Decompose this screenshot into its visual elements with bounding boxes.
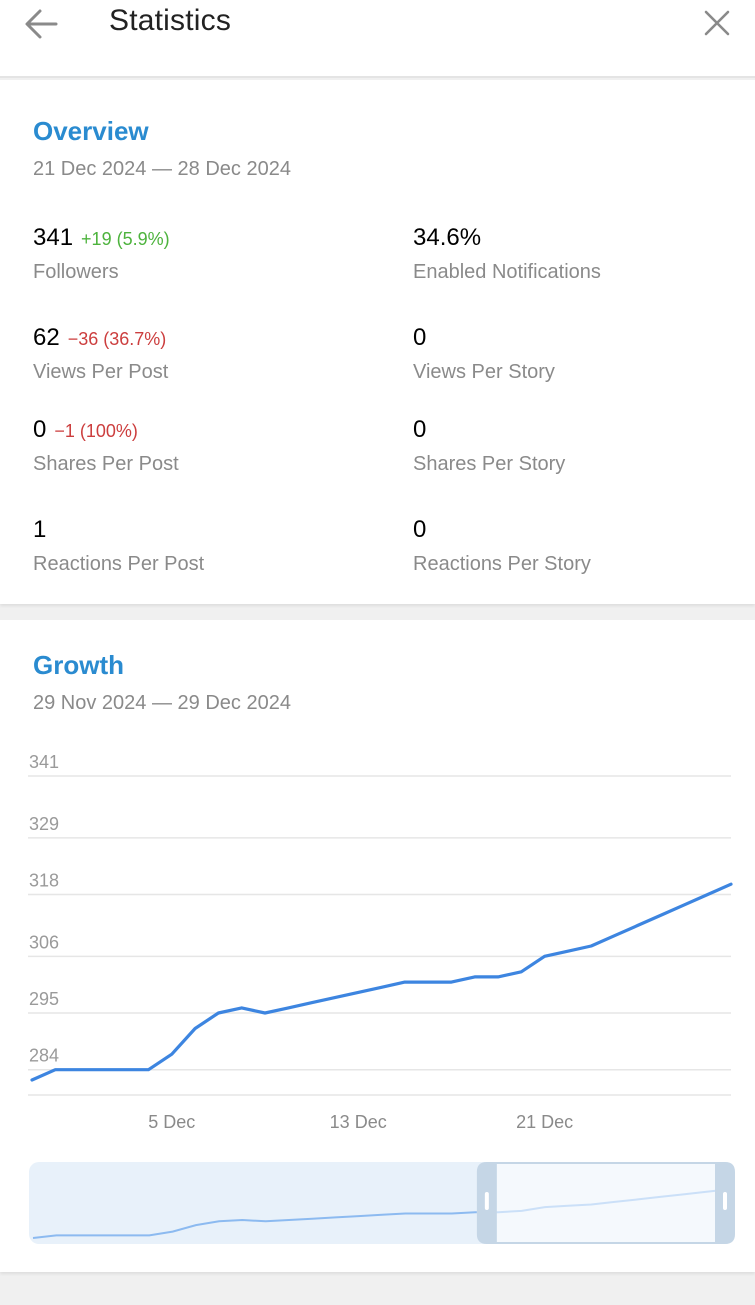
page-title: Statistics <box>109 4 232 37</box>
series-line <box>30 882 733 1082</box>
stat-value: 1 <box>33 516 47 543</box>
stat-value: 0 <box>413 416 427 443</box>
y-tick-label: 341 <box>29 752 59 772</box>
stat-views-per-story: 0 Views Per Story <box>413 324 555 384</box>
y-tick-label: 284 <box>29 1046 59 1066</box>
y-tick-label: 306 <box>29 932 59 952</box>
stat-delta: +19 (5.9%) <box>81 229 170 249</box>
stat-label: Views Per Post <box>33 361 169 383</box>
navigator-left-handle[interactable] <box>484 1192 489 1210</box>
y-tick-label: 329 <box>29 814 59 834</box>
growth-title: Growth <box>33 650 124 680</box>
growth-date-range: 29 Nov 2024 — 29 Dec 2024 <box>33 692 291 714</box>
stat-label: Shares Per Post <box>33 453 179 475</box>
close-icon[interactable] <box>700 6 734 40</box>
x-tick-label: 21 Dec <box>516 1112 573 1132</box>
stat-label: Shares Per Story <box>413 453 566 475</box>
stat-value: 0 <box>33 416 47 443</box>
overview-card: Overview 21 Dec 2024 — 28 Dec 2024 341 +1… <box>0 80 755 604</box>
stat-shares-per-post: 0 −1 (100%) Shares Per Post <box>33 416 179 476</box>
stat-label: Enabled Notifications <box>413 261 601 283</box>
y-tick-label: 318 <box>29 871 59 891</box>
stat-label: Reactions Per Story <box>413 553 591 575</box>
stat-value: 341 <box>33 224 74 251</box>
stat-reactions-per-story: 0 Reactions Per Story <box>413 516 591 576</box>
stat-label: Views Per Story <box>413 361 555 383</box>
stat-delta: −1 (100%) <box>54 421 138 441</box>
stat-delta: −36 (36.7%) <box>67 329 167 349</box>
navigator-right-handle[interactable] <box>723 1192 727 1210</box>
stat-value: 34.6% <box>413 224 482 251</box>
stat-shares-per-story: 0 Shares Per Story <box>413 416 565 476</box>
stat-followers: 341 +19 (5.9%) Followers <box>33 224 170 284</box>
x-tick-label: 5 Dec <box>148 1112 195 1132</box>
stat-views-per-post: 62 −36 (36.7%) Views Per Post <box>33 324 168 384</box>
stat-enabled-notifications: 34.6% Enabled Notifications <box>413 224 601 284</box>
stat-reactions-per-post: 1 Reactions Per Post <box>33 516 204 576</box>
stat-value: 0 <box>413 516 427 543</box>
stat-value: 0 <box>413 324 427 351</box>
x-tick-label: 13 Dec <box>330 1112 387 1132</box>
y-tick-label: 295 <box>29 989 59 1009</box>
back-arrow-icon[interactable] <box>22 6 60 42</box>
chart-navigator[interactable] <box>29 1160 735 1246</box>
stat-label: Reactions Per Post <box>33 553 205 575</box>
stat-label: Followers <box>33 261 119 283</box>
stat-value: 62 <box>33 324 60 351</box>
app-header: Statistics <box>0 0 755 78</box>
overview-title: Overview <box>33 116 149 146</box>
navigator-window[interactable] <box>476 1162 735 1244</box>
growth-chart: 341 329 318 306 295 284 5 Dec 13 Dec 21 Dec <box>28 752 733 1132</box>
overview-date-range: 21 Dec 2024 — 28 Dec 2024 <box>33 158 291 180</box>
